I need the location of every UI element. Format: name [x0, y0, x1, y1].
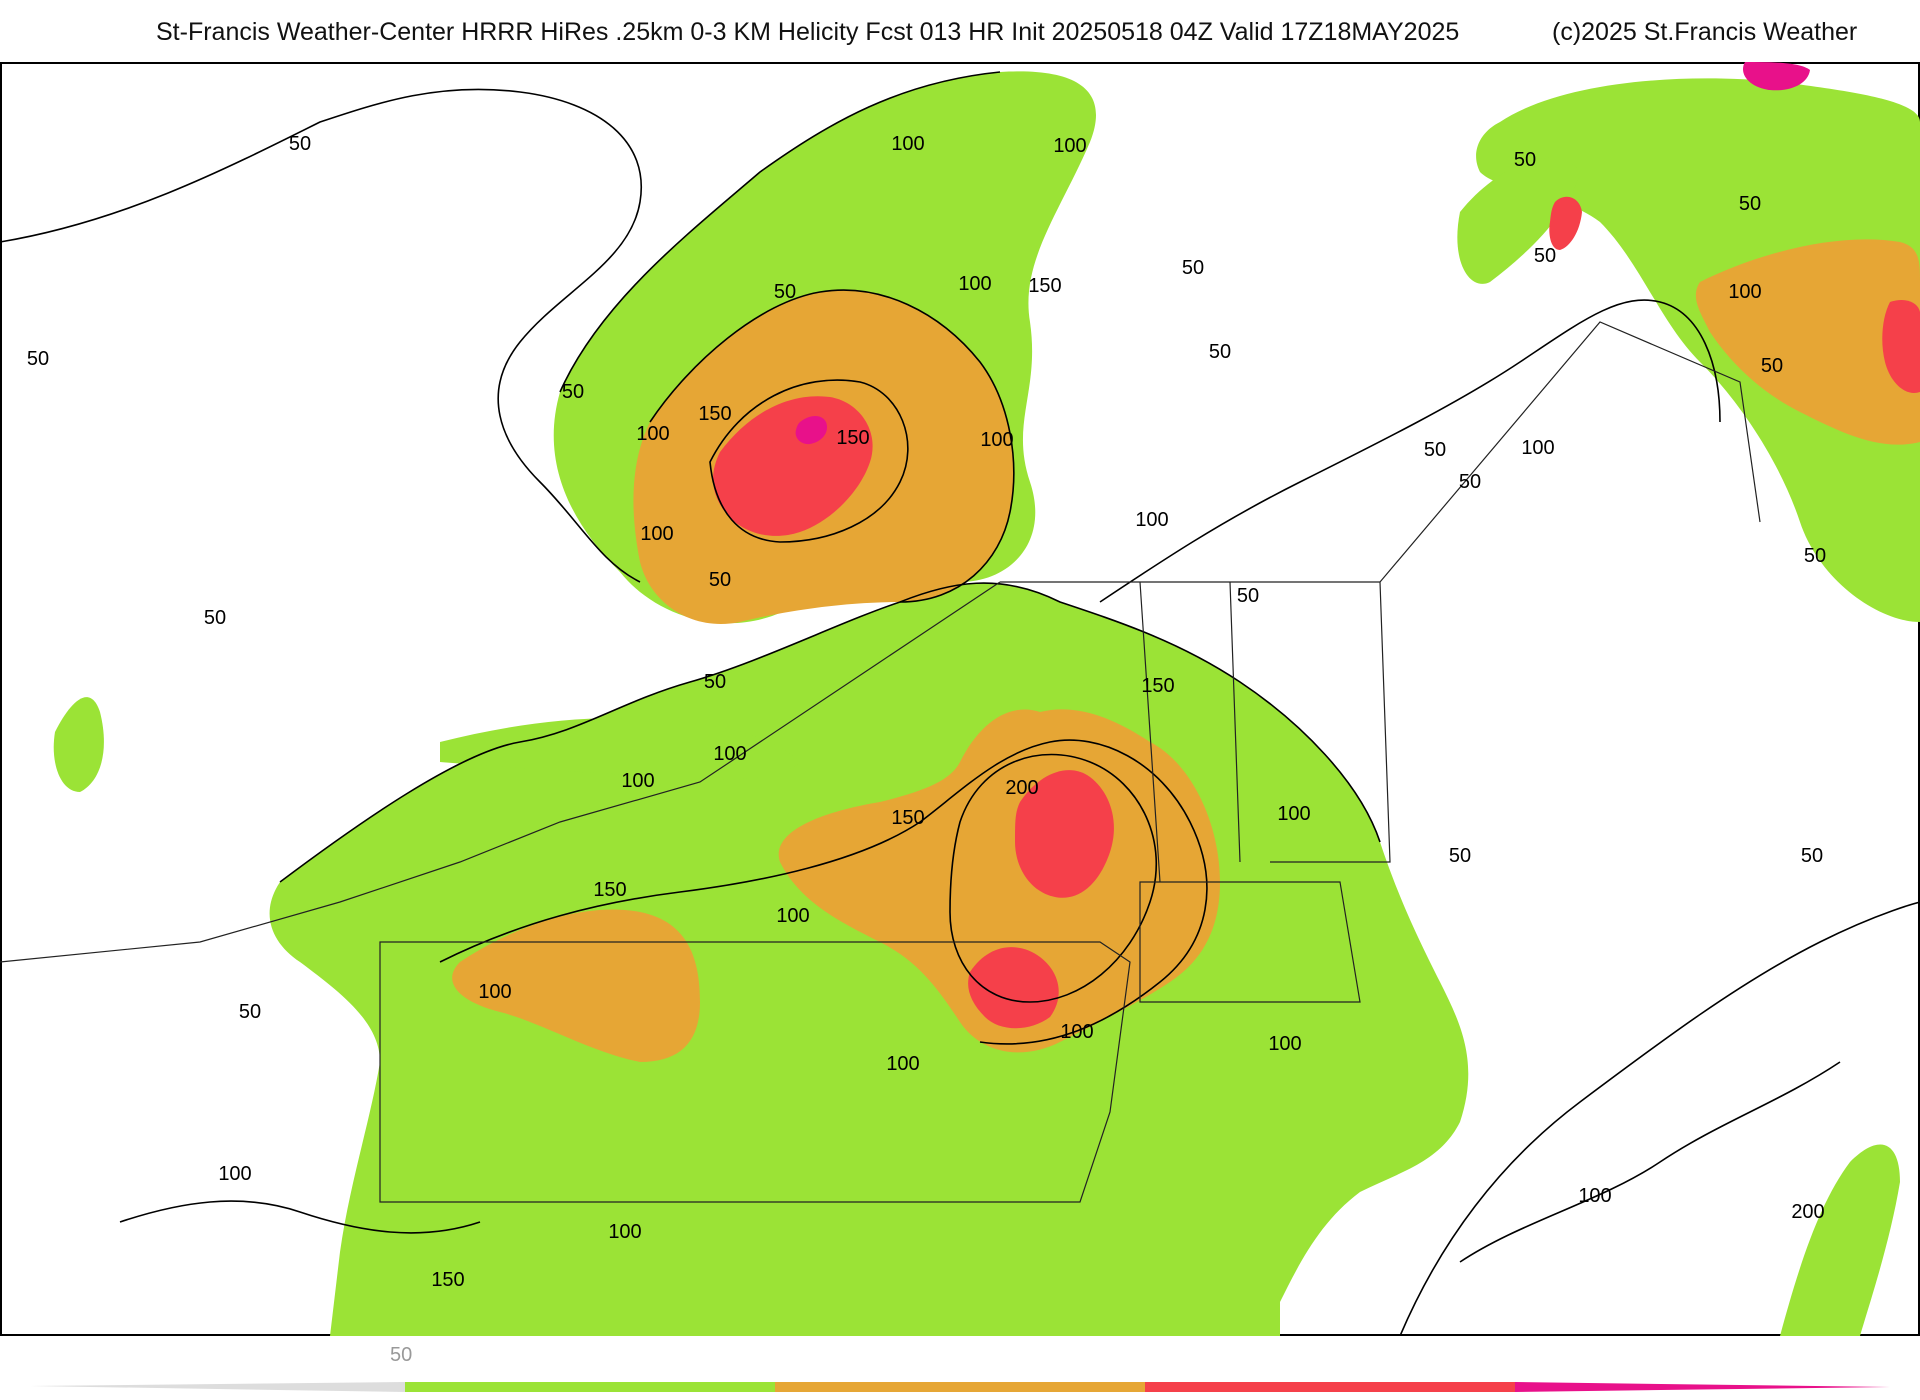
- contour-label: 150: [836, 427, 869, 449]
- contour-label: 100: [886, 1053, 919, 1075]
- contour-label: 100: [776, 905, 809, 927]
- contour-label: 50: [1739, 193, 1761, 215]
- helicity-map: 50 50 50 50 50 50 50 50 50 50 50 50 50 5…: [0, 62, 1920, 1336]
- boundary-quebec-maine: [1379, 321, 1761, 583]
- contour-label: 100: [636, 423, 669, 445]
- contour-label: 50: [1237, 585, 1259, 607]
- fill-band-100-west: [452, 909, 700, 1062]
- fill-band-150-sliver: [1549, 196, 1582, 250]
- contour-label: 50: [1449, 845, 1471, 867]
- contour-label: 50: [704, 671, 726, 693]
- contour-150-central: [949, 753, 1158, 1003]
- legend-band-50: [405, 1382, 775, 1392]
- contour-label: 150: [891, 807, 924, 829]
- helicity-contours: [0, 71, 1920, 1336]
- contour-label: 200: [1005, 777, 1038, 799]
- fill-band-200-northeast: [1742, 62, 1810, 91]
- contour-label: 50: [709, 569, 731, 591]
- contour-label: 100: [1135, 509, 1168, 531]
- contour-150-north: [709, 379, 909, 543]
- fill-band-50-michigan: [53, 697, 104, 792]
- contour-label: 100: [1268, 1033, 1301, 1055]
- contour-label: 50: [1209, 341, 1231, 363]
- contour-label: 100: [1728, 281, 1761, 303]
- contour-label: 100: [621, 770, 654, 792]
- contour-label: 100: [891, 133, 924, 155]
- fill-band-150-central-b: [968, 947, 1059, 1029]
- legend-band-100: [775, 1382, 1145, 1392]
- contour-labels: 50 50 50 50 50 50 50 50 50 50 50 50 50 5…: [27, 133, 1826, 1291]
- contour-50-central: [279, 582, 1381, 883]
- fill-band-50-northeast: [1476, 78, 1920, 623]
- contour-50-southeast-2: [1459, 1061, 1841, 1263]
- contour-label: 50: [774, 281, 796, 303]
- contour-label: 50: [1459, 471, 1481, 493]
- boundary-new-york-north: [1000, 581, 1391, 863]
- contour-label: 100: [980, 429, 1013, 451]
- fill-band-150-northeast: [1882, 300, 1920, 393]
- contour-label: 150: [1028, 275, 1061, 297]
- copyright: (c)2025 St.Francis Weather: [1552, 18, 1858, 46]
- contour-label: 100: [1053, 135, 1086, 157]
- contour-label: 100: [478, 981, 511, 1003]
- fill-band-150-central-a: [1015, 770, 1114, 898]
- contour-label: 50: [27, 348, 49, 370]
- contour-label: 50: [1514, 149, 1536, 171]
- boundary-us-canada: [0, 581, 1001, 963]
- contour-label: 200: [1791, 1201, 1824, 1223]
- boundary-vermont-nh: [1139, 581, 1241, 883]
- contour-label: 50: [289, 133, 311, 155]
- contour-label: 50: [1182, 257, 1204, 279]
- contour-label: 100: [1521, 437, 1554, 459]
- contour-100-north: [649, 289, 1015, 603]
- contour-50-north: [559, 71, 1001, 393]
- contour-100-south: [119, 1200, 481, 1234]
- contour-label: 100: [218, 1163, 251, 1185]
- fill-band-50-sliver: [1457, 157, 1580, 284]
- contour-50-southeast: [1399, 901, 1920, 1336]
- legend-label-50: 50: [390, 1344, 413, 1366]
- contour-50-east: [1099, 299, 1721, 603]
- fill-band-150-north: [713, 396, 873, 536]
- map-title-bar: St-Francis Weather-Center HRRR HiRes .25…: [0, 14, 1920, 54]
- contour-label: 100: [640, 523, 673, 545]
- fill-band-200-north: [795, 416, 828, 445]
- political-boundaries: [0, 321, 1761, 1203]
- contour-label: 50: [1761, 355, 1783, 377]
- contour-label: 50: [239, 1001, 261, 1023]
- contour-100-central: [439, 739, 1208, 1045]
- fill-band-50-west: [440, 718, 800, 780]
- boundary-new-england: [1139, 881, 1361, 1003]
- contour-label: 50: [1424, 439, 1446, 461]
- contour-label: 150: [1141, 675, 1174, 697]
- contour-label: 100: [1060, 1021, 1093, 1043]
- map-title: St-Francis Weather-Center HRRR HiRes .25…: [156, 18, 1460, 46]
- legend-band-150: [1145, 1382, 1515, 1392]
- contour-label: 100: [608, 1221, 641, 1243]
- legend-band-200: [1515, 1382, 1890, 1392]
- contour-50-west: [0, 88, 643, 583]
- contour-label: 50: [562, 381, 584, 403]
- contour-label: 100: [1578, 1185, 1611, 1207]
- fill-band-50-atlantic: [1780, 1144, 1900, 1336]
- contour-label: 100: [958, 273, 991, 295]
- contour-label: 50: [1801, 845, 1823, 867]
- fill-band-100-northeast: [1695, 239, 1920, 445]
- contour-label: 50: [1804, 545, 1826, 567]
- contour-label: 100: [713, 743, 746, 765]
- boundary-pennsylvania: [379, 941, 1131, 1203]
- legend-tail: [30, 1382, 405, 1392]
- contour-label: 50: [1534, 245, 1556, 267]
- contour-label: 50: [204, 607, 226, 629]
- contour-label: 100: [1277, 803, 1310, 825]
- contour-label: 150: [698, 403, 731, 425]
- color-legend: [30, 1382, 1890, 1392]
- contour-label: 150: [431, 1269, 464, 1291]
- helicity-fill-layer: [53, 62, 1920, 1336]
- contour-label: 150: [593, 879, 626, 901]
